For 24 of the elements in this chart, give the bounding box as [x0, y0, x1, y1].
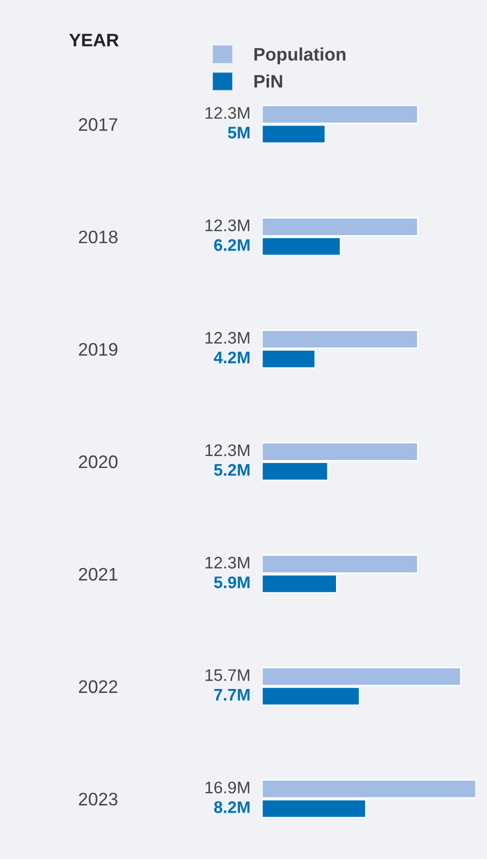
y-axis-title: YEAR	[69, 34, 119, 46]
y-tick-label: 2023	[78, 792, 118, 806]
data-label: 12.3M	[206, 219, 250, 232]
data-label: 7.7M	[214, 689, 250, 701]
data-label: 4.2M	[214, 352, 250, 364]
data-label: 12.3M	[206, 556, 250, 569]
legend-label: Population	[254, 47, 346, 64]
data-label: 12.3M	[206, 332, 250, 344]
y-tick-label: 2022	[78, 680, 118, 694]
data-label: 5.2M	[214, 464, 250, 476]
data-label: 8.2M	[214, 801, 250, 814]
data-label: 5M	[228, 126, 250, 139]
data-label: 6.2M	[214, 239, 250, 251]
data-label: 12.3M	[206, 107, 250, 119]
y-tick-label: 2017	[78, 118, 118, 131]
y-tick-label: 2020	[78, 455, 118, 468]
data-label: 5.9M	[214, 576, 250, 588]
data-label: 16.9M	[206, 782, 250, 794]
y-tick-label: 2021	[78, 568, 118, 581]
data-label: 12.3M	[206, 444, 250, 456]
data-label: 15.7M	[206, 669, 250, 681]
legend-label: PiN	[254, 74, 282, 88]
y-tick-label: 2018	[78, 230, 118, 244]
y-tick-label: 2019	[78, 343, 118, 356]
